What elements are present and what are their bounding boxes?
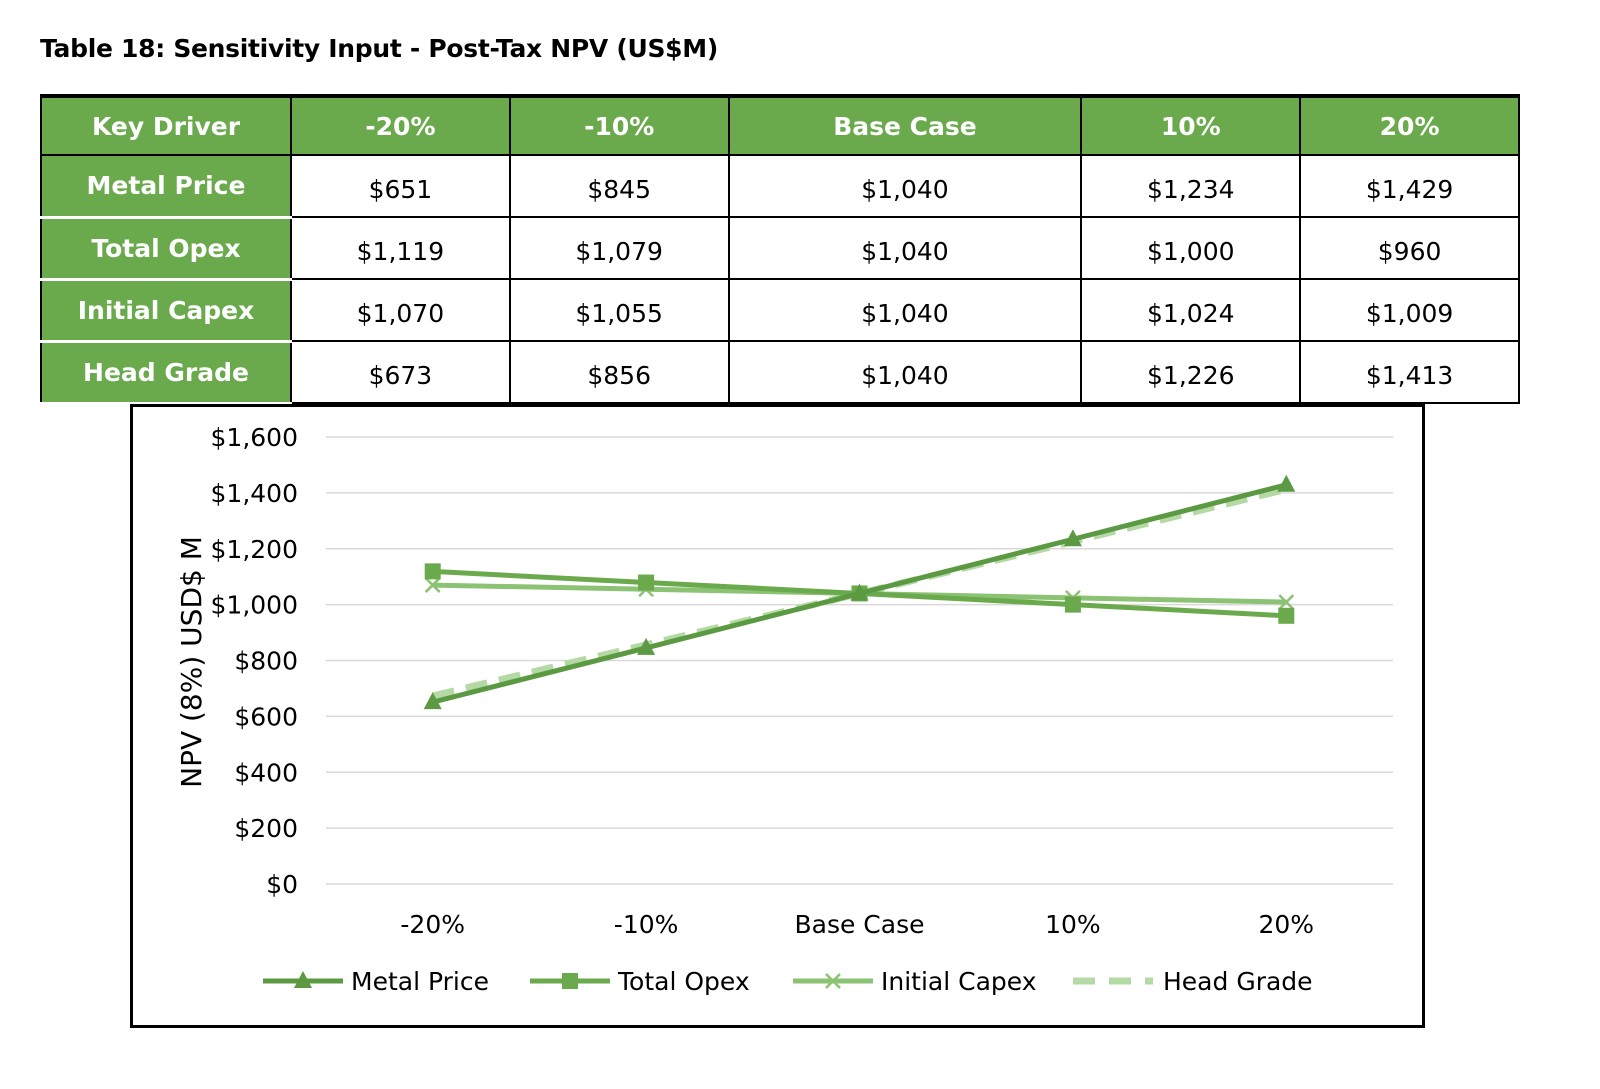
table-cell: $1,234 xyxy=(1080,154,1302,218)
legend-label: Head Grade xyxy=(1163,967,1313,996)
header-minus-10: -10% xyxy=(508,94,730,156)
x-tick-label: 20% xyxy=(1259,910,1315,939)
x-marker xyxy=(825,973,841,989)
square-marker xyxy=(562,973,578,989)
y-tick-label: $1,200 xyxy=(211,535,298,564)
sensitivity-table: Key Driver -20% -10% Base Case 10% 20% M… xyxy=(40,94,1520,405)
table-cell: $1,226 xyxy=(1080,340,1302,404)
y-tick-label: $200 xyxy=(234,814,298,843)
legend-label: Initial Capex xyxy=(881,967,1037,996)
series-head-grade xyxy=(431,485,1288,700)
y-axis-label: NPV (8%) USD$ M xyxy=(175,536,208,788)
table-row: Total Opex $1,119 $1,079 $1,040 $1,000 $… xyxy=(40,216,1520,281)
triangle-marker xyxy=(294,971,312,988)
legend-label: Total Opex xyxy=(617,967,750,996)
table-cell: $1,000 xyxy=(1080,216,1302,280)
series-line xyxy=(431,485,1288,700)
x-marker xyxy=(1278,594,1295,610)
y-tick-label: $800 xyxy=(234,647,298,676)
table-cell: $856 xyxy=(508,340,730,404)
triangle-marker xyxy=(1277,474,1296,492)
table-cell: $1,119 xyxy=(290,216,511,280)
triangle-marker xyxy=(423,692,442,710)
square-marker xyxy=(1064,596,1081,613)
triangle-marker xyxy=(1063,529,1082,547)
row-label-total-opex: Total Opex xyxy=(40,216,292,281)
x-tick-label: 10% xyxy=(1045,910,1101,939)
y-tick-label: $1,400 xyxy=(211,479,298,508)
table-cell: $1,070 xyxy=(290,278,511,342)
table-cell: $1,040 xyxy=(727,154,1083,218)
table-cell: $1,040 xyxy=(727,340,1083,404)
y-tick-label: $0 xyxy=(266,870,298,899)
chart-gridlines xyxy=(326,436,1393,885)
x-tick-label: Base Case xyxy=(794,910,924,939)
chart-legend: Metal Price Total Opex Initial Capex Head G… xyxy=(263,967,1313,996)
header-key-driver: Key Driver xyxy=(40,94,292,156)
table-cell: $1,009 xyxy=(1299,278,1520,342)
row-label-metal-price: Metal Price xyxy=(40,154,292,219)
square-marker xyxy=(1278,607,1295,624)
table-cell: $1,413 xyxy=(1299,340,1520,404)
legend-label: Metal Price xyxy=(351,967,489,996)
series-metal-price xyxy=(423,474,1296,710)
table-row: Initial Capex $1,070 $1,055 $1,040 $1,02… xyxy=(40,278,1520,343)
table-cell: $1,429 xyxy=(1299,154,1520,218)
triangle-marker xyxy=(637,637,656,655)
chart-frame: $0 $200 $400 $600 $800 $1,000 $1,200 $1,400 $1,6… xyxy=(130,404,1425,1028)
table-cell: $1,079 xyxy=(508,216,730,280)
legend-item: Metal Price xyxy=(263,967,489,996)
y-tick-label: $600 xyxy=(234,702,298,731)
chart-series xyxy=(423,474,1296,710)
table-header-row: Key Driver -20% -10% Base Case 10% 20% xyxy=(40,94,1520,156)
square-marker xyxy=(424,563,441,580)
row-label-head-grade: Head Grade xyxy=(40,340,292,405)
legend-item: Total Opex xyxy=(530,967,750,996)
row-label-initial-capex: Initial Capex xyxy=(40,278,292,343)
table-cell: $651 xyxy=(290,154,511,218)
x-tick-label: -10% xyxy=(614,910,679,939)
table-row: Metal Price $651 $845 $1,040 $1,234 $1,4… xyxy=(40,154,1520,219)
header-base-case: Base Case xyxy=(727,94,1083,156)
header-minus-20: -20% xyxy=(290,94,511,156)
table-cell: $960 xyxy=(1299,216,1520,280)
legend-item: Head Grade xyxy=(1073,967,1313,996)
x-marker xyxy=(424,577,441,593)
table-title: Table 18: Sensitivity Input - Post-Tax N… xyxy=(40,34,718,63)
table-cell: $1,024 xyxy=(1080,278,1302,342)
y-tick-label: $400 xyxy=(234,758,298,787)
header-plus-10: 10% xyxy=(1080,94,1302,156)
table-cell: $1,055 xyxy=(508,278,730,342)
table-cell: $1,040 xyxy=(727,278,1083,342)
table-row: Head Grade $673 $856 $1,040 $1,226 $1,41… xyxy=(40,340,1520,405)
triangle-marker xyxy=(850,583,869,601)
y-axis-ticks: $0 $200 $400 $600 $800 $1,000 $1,200 $1,400 $1,6… xyxy=(211,423,298,899)
y-tick-label: $1,600 xyxy=(211,423,298,452)
table-cell: $673 xyxy=(290,340,511,404)
square-marker xyxy=(638,574,655,591)
legend-item: Initial Capex xyxy=(793,967,1037,996)
x-tick-label: -20% xyxy=(400,910,465,939)
y-tick-label: $1,000 xyxy=(211,591,298,620)
table-cell: $1,040 xyxy=(727,216,1083,280)
x-axis-ticks: -20% -10% Base Case 10% 20% xyxy=(400,910,1314,939)
table-cell: $845 xyxy=(508,154,730,218)
npv-sensitivity-chart: $0 $200 $400 $600 $800 $1,000 $1,200 $1,400 $1,6… xyxy=(175,423,1393,996)
header-plus-20: 20% xyxy=(1299,94,1520,156)
